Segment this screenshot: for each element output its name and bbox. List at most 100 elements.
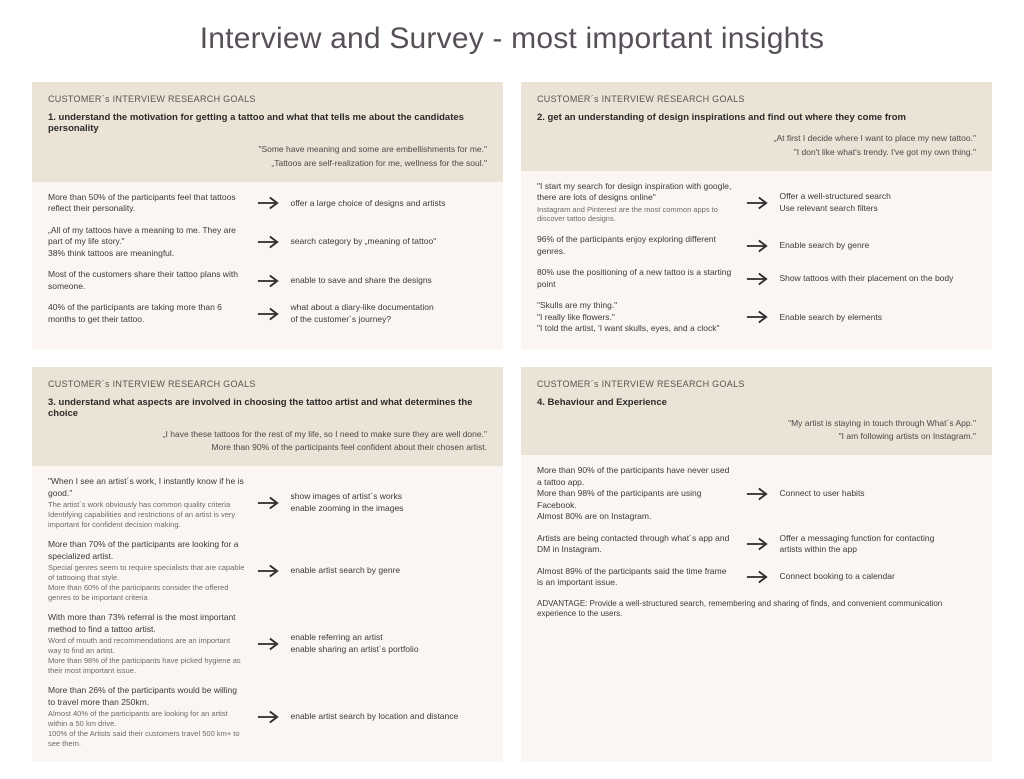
insight-finding: More than 90% of the participants have n… (537, 465, 734, 522)
insight-finding: With more than 73% referral is the most … (48, 612, 245, 675)
quote-line: "Some have meaning and some are embellis… (48, 144, 487, 156)
insight-action: Show tattoos with their placement on the… (780, 273, 977, 284)
arrow-icon (746, 570, 768, 584)
card-head: CUSTOMER´s INTERVIEW RESEARCH GOALS 3. un… (32, 367, 503, 467)
arrow-col (253, 196, 283, 210)
arrow-col (253, 496, 283, 510)
quotes: „At first I decide where I want to place… (537, 133, 976, 159)
insight-row: More than 90% of the participants have n… (537, 465, 976, 522)
arrow-col (742, 487, 772, 501)
quote-line: „I have these tattoos for the rest of my… (48, 429, 487, 441)
arrow-col (253, 307, 283, 321)
arrow-col (742, 537, 772, 551)
insight-row: More than 50% of the participants feel t… (48, 192, 487, 215)
arrow-icon (746, 537, 768, 551)
goal-text: 4. Behaviour and Experience (537, 397, 976, 408)
insight-finding: 40% of the participants are taking more … (48, 302, 245, 325)
insight-finding: 80% use the positioning of a new tattoo … (537, 267, 734, 290)
insight-action: offer a large choice of designs and arti… (291, 198, 488, 209)
insight-finding-sub: Special genres seem to require specialis… (48, 563, 245, 602)
arrow-col (253, 274, 283, 288)
insight-finding: "I start my search for design inspiratio… (537, 181, 734, 224)
arrow-icon (257, 307, 279, 321)
insight-finding: "Skulls are my thing.""I really like flo… (537, 300, 734, 334)
eyebrow: CUSTOMER´s INTERVIEW RESEARCH GOALS (537, 379, 976, 389)
insight-finding: Almost 89% of the participants said the … (537, 566, 734, 589)
arrow-icon (746, 196, 768, 210)
card-head: CUSTOMER´s INTERVIEW RESEARCH GOALS2. ge… (521, 82, 992, 171)
arrow-col (253, 564, 283, 578)
insight-card-2: CUSTOMER´s INTERVIEW RESEARCH GOALS2. ge… (521, 82, 992, 349)
arrow-col (742, 310, 772, 324)
quote-line: „Tattoos are self-realization for me, we… (48, 158, 487, 170)
quotes: "My artist is staying in touch through W… (537, 418, 976, 444)
insight-finding: More than 50% of the participants feel t… (48, 192, 245, 215)
quote-line: "I don't like what's trendy. I've got my… (537, 147, 976, 159)
eyebrow: CUSTOMER´s INTERVIEW RESEARCH GOALS (537, 94, 976, 104)
arrow-col (253, 710, 283, 724)
arrow-col (253, 235, 283, 249)
arrow-col (742, 272, 772, 286)
insight-row: 96% of the participants enjoy exploring … (537, 234, 976, 257)
insight-finding: More than 70% of the participants are lo… (48, 539, 245, 602)
arrow-col (742, 570, 772, 584)
arrow-icon (746, 487, 768, 501)
eyebrow: CUSTOMER´s INTERVIEW RESEARCH GOALS (48, 379, 487, 389)
arrow-icon (746, 272, 768, 286)
insight-finding: Artists are being contacted through what… (537, 533, 734, 556)
insight-finding: 96% of the participants enjoy exploring … (537, 234, 734, 257)
insight-row: "Skulls are my thing.""I really like flo… (537, 300, 976, 334)
goal-text: 1. understand the motivation for getting… (48, 112, 487, 134)
insight-action: Connect to user habits (780, 488, 977, 499)
insight-finding: „All of my tattoos have a meaning to me.… (48, 225, 245, 259)
cards-grid: CUSTOMER´s INTERVIEW RESEARCH GOALS 1. un… (0, 82, 1024, 779)
insight-card-1: CUSTOMER´s INTERVIEW RESEARCH GOALS 1. un… (32, 82, 503, 349)
insight-row: More than 26% of the participants would … (48, 685, 487, 748)
insight-row: Artists are being contacted through what… (537, 533, 976, 556)
card-body: "When I see an artist´s work, I instantl… (32, 466, 503, 762)
quote-line: "My artist is staying in touch through W… (537, 418, 976, 430)
insight-action: search category by „meaning of tattoo" (291, 236, 488, 247)
insight-finding-sub: The artist´s work obviously has common q… (48, 500, 245, 529)
arrow-col (253, 637, 283, 651)
insight-row: With more than 73% referral is the most … (48, 612, 487, 675)
card-body: More than 90% of the participants have n… (521, 455, 992, 634)
goal-text: 3. understand what aspects are involved … (48, 397, 487, 419)
arrow-icon (257, 710, 279, 724)
arrow-icon (257, 235, 279, 249)
insight-finding: "When I see an artist´s work, I instantl… (48, 476, 245, 529)
insight-finding: Most of the customers share their tattoo… (48, 269, 245, 292)
insight-row: "I start my search for design inspiratio… (537, 181, 976, 224)
page-title: Interview and Survey - most important in… (0, 22, 1024, 56)
insight-action: enable artist search by location and dis… (291, 711, 488, 722)
arrow-icon (257, 196, 279, 210)
insight-action: enable to save and share the designs (291, 275, 488, 286)
insight-row: "When I see an artist´s work, I instantl… (48, 476, 487, 529)
arrow-col (742, 196, 772, 210)
insight-row: „All of my tattoos have a meaning to me.… (48, 225, 487, 259)
insight-row: 40% of the participants are taking more … (48, 302, 487, 325)
insight-action: enable referring an artistenable sharing… (291, 632, 488, 655)
quote-line: „At first I decide where I want to place… (537, 133, 976, 145)
insight-action: Offer a messaging function for contactin… (780, 533, 977, 556)
card-footer-advantage: ADVANTAGE: Provide a well-structured sea… (537, 599, 976, 621)
insight-finding-sub: Word of mouth and recommendations are an… (48, 636, 245, 675)
insight-action: Connect booking to a calendar (780, 571, 977, 582)
eyebrow: CUSTOMER´s INTERVIEW RESEARCH GOALS (48, 94, 487, 104)
insight-action: show images of artist´s worksenable zoom… (291, 491, 488, 514)
card-head: CUSTOMER´s INTERVIEW RESEARCH GOALS 4. Be… (521, 367, 992, 456)
insight-card-4: CUSTOMER´s INTERVIEW RESEARCH GOALS 4. Be… (521, 367, 992, 763)
insight-action: Offer a well-structured searchUse releva… (780, 191, 977, 214)
arrow-icon (257, 637, 279, 651)
arrow-icon (257, 496, 279, 510)
arrow-icon (257, 564, 279, 578)
quote-line: More than 90% of the participants feel c… (48, 442, 487, 454)
quotes: „I have these tattoos for the rest of my… (48, 429, 487, 455)
insight-row: Almost 89% of the participants said the … (537, 566, 976, 589)
insight-action: Enable search by genre (780, 240, 977, 251)
insight-card-3: CUSTOMER´s INTERVIEW RESEARCH GOALS 3. un… (32, 367, 503, 763)
card-body: More than 50% of the participants feel t… (32, 182, 503, 339)
insight-finding-sub: Almost 40% of the participants are looki… (48, 709, 245, 748)
insight-action: what about a diary-like documentationof … (291, 302, 488, 325)
arrow-icon (257, 274, 279, 288)
